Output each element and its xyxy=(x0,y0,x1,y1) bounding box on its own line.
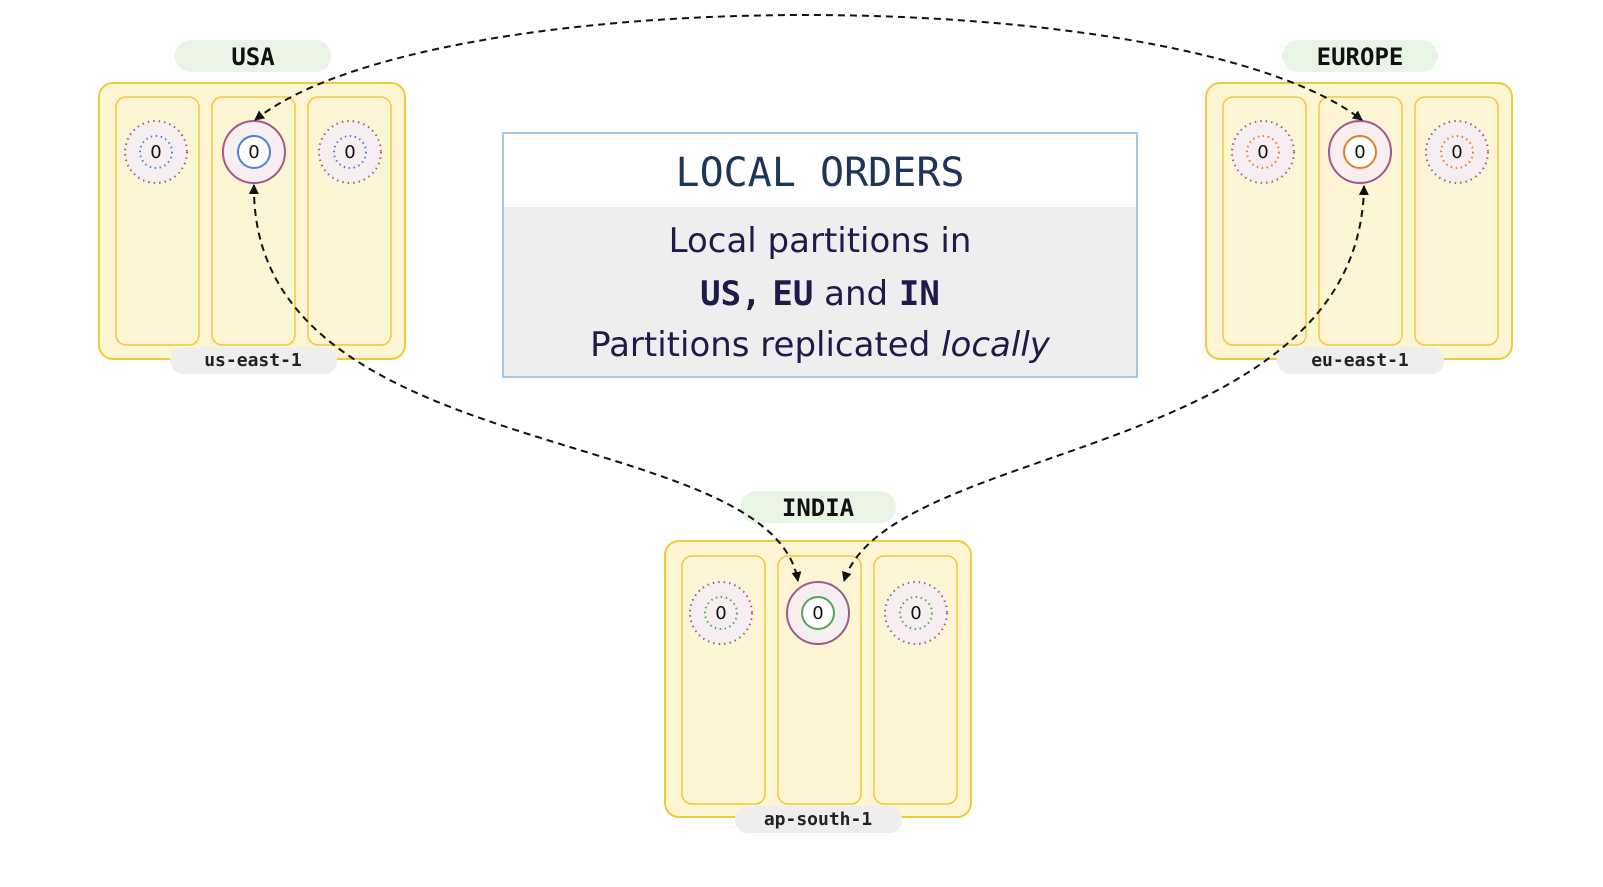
cluster-label: eu-east-1 xyxy=(1311,350,1409,371)
region-code-in: IN xyxy=(899,274,940,314)
arrow-europe-india xyxy=(842,185,1369,582)
cluster-label: ap-south-1 xyxy=(764,809,872,830)
partition-number: 0 xyxy=(150,142,161,163)
replication-arrows xyxy=(248,14,1369,582)
region-india: INDIA 0 0 0 ap-south-1 xyxy=(664,491,972,833)
partition-number: 0 xyxy=(1354,142,1365,163)
partition-number: 0 xyxy=(812,603,823,624)
cluster-label: us-east-1 xyxy=(204,350,302,371)
info-line-3: Partitions replicated locally xyxy=(590,325,1051,365)
partition-number: 0 xyxy=(715,603,726,624)
replica-partition: 0 xyxy=(1231,120,1295,184)
region-label-pill xyxy=(1282,40,1438,72)
region-usa: USA 0 0 0 us-east-1 xyxy=(98,40,406,374)
region-code-eu: EU xyxy=(772,274,813,314)
separator: , xyxy=(741,274,761,314)
info-line-1: Local partitions in xyxy=(669,221,972,261)
region-label-pill xyxy=(175,40,331,72)
replica-partition: 0 xyxy=(124,120,188,184)
primary-partition: 0 xyxy=(786,581,850,645)
info-line-2: US, EU and IN xyxy=(700,274,940,314)
partition-number: 0 xyxy=(1257,142,1268,163)
replicated-text: Partitions replicated xyxy=(590,325,930,365)
region-label: EUROPE xyxy=(1317,43,1404,71)
region-code-us: US xyxy=(700,274,741,314)
and-word: and xyxy=(824,274,888,314)
replica-partition: 0 xyxy=(1425,120,1489,184)
partition-number: 0 xyxy=(1451,142,1462,163)
locally-text: locally xyxy=(941,325,1051,365)
arrow-usa-europe xyxy=(254,14,1363,121)
partition-number: 0 xyxy=(248,142,259,163)
cluster-label-pill xyxy=(735,806,902,833)
info-box: LOCAL ORDERS Local partitions in US, EU … xyxy=(502,132,1138,378)
arrow-usa-india xyxy=(248,184,802,582)
replica-partition: 0 xyxy=(689,581,753,645)
region-label: INDIA xyxy=(782,494,855,522)
partition-number: 0 xyxy=(344,142,355,163)
region-label: USA xyxy=(231,43,275,71)
replica-partition: 0 xyxy=(884,581,948,645)
replica-partition: 0 xyxy=(318,120,382,184)
info-title: LOCAL ORDERS xyxy=(676,150,965,196)
region-europe: EUROPE 0 0 0 eu-east-1 xyxy=(1205,40,1513,374)
partition-number: 0 xyxy=(910,603,921,624)
primary-partition: 0 xyxy=(1328,120,1392,184)
primary-partition: 0 xyxy=(222,120,286,184)
